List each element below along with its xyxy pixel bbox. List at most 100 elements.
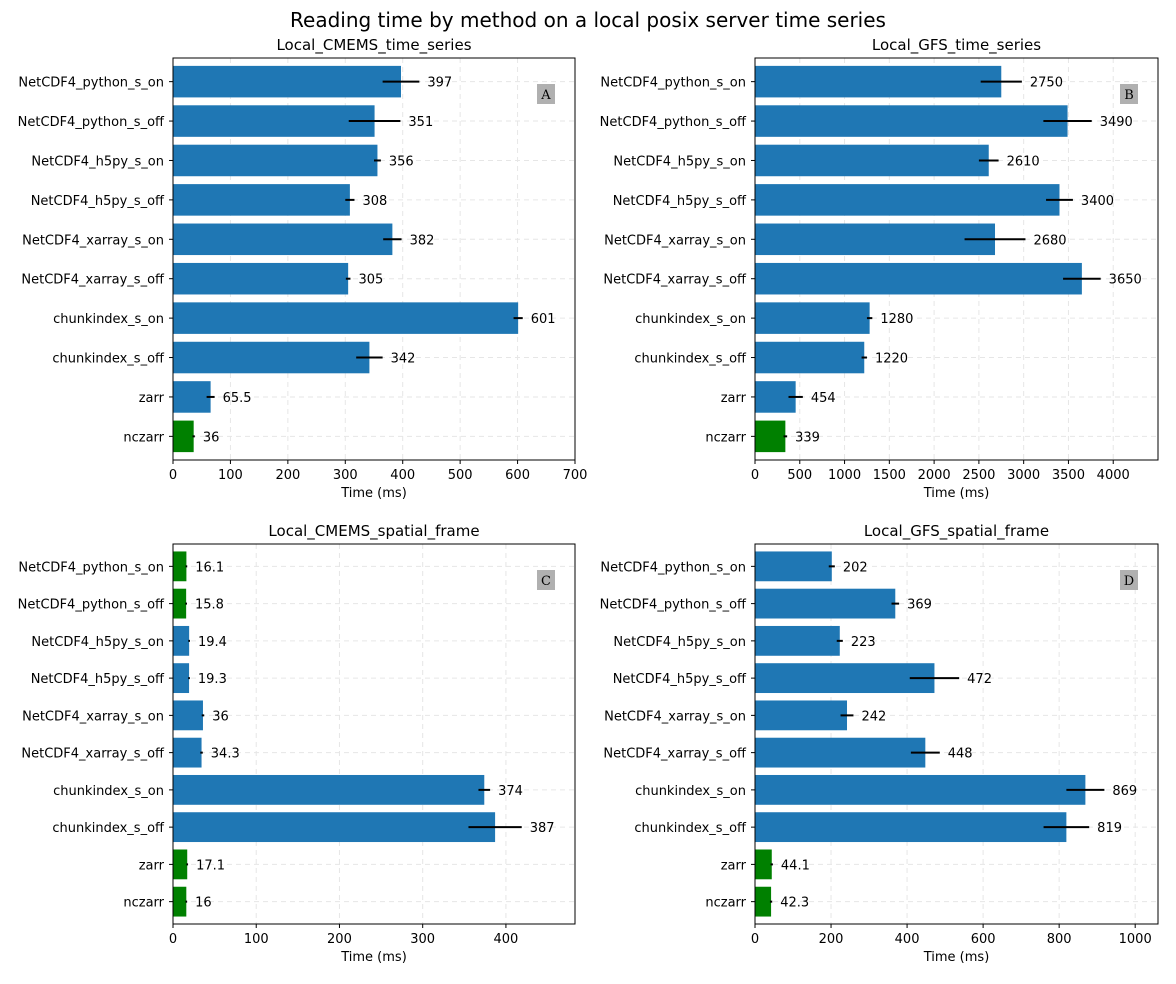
category-label-NetCDF4_python_s_on: NetCDF4_python_s_on — [600, 76, 746, 91]
bar-NetCDF4_xarray_s_on — [173, 223, 393, 256]
bar-NetCDF4_python_s_on — [173, 551, 187, 582]
x-tick-label: 2000 — [918, 468, 951, 483]
x-axis-label: Time (ms) — [923, 486, 990, 501]
category-label-nczarr: nczarr — [705, 896, 746, 911]
x-tick-label: 600 — [971, 932, 996, 947]
value-label-NetCDF4_xarray_s_off: 3650 — [1109, 273, 1142, 288]
bar-NetCDF4_xarray_s_off — [755, 262, 1082, 295]
bar-zarr — [755, 849, 772, 880]
bar-zarr — [173, 849, 188, 880]
bar-NetCDF4_python_s_off — [755, 105, 1068, 137]
category-label-NetCDF4_xarray_s_off: NetCDF4_xarray_s_off — [21, 273, 165, 288]
category-label-NetCDF4_h5py_s_on: NetCDF4_h5py_s_on — [613, 154, 746, 169]
category-label-chunkindex_s_on: chunkindex_s_on — [635, 312, 746, 327]
x-tick-label: 200 — [819, 932, 844, 947]
bar-NetCDF4_python_s_on — [173, 65, 401, 98]
value-label-zarr: 454 — [811, 391, 836, 406]
bar-NetCDF4_python_s_on — [755, 551, 832, 582]
value-label-nczarr: 16 — [195, 896, 212, 911]
value-label-NetCDF4_h5py_s_on: 19.4 — [198, 635, 227, 650]
bar-chunkindex_s_on — [755, 302, 870, 334]
value-label-nczarr: 339 — [795, 430, 820, 445]
value-label-NetCDF4_python_s_off: 369 — [907, 598, 932, 613]
bar-NetCDF4_xarray_s_on — [755, 700, 848, 731]
category-label-NetCDF4_h5py_s_off: NetCDF4_h5py_s_off — [613, 194, 747, 209]
x-tick-label: 800 — [1047, 932, 1072, 947]
value-label-NetCDF4_h5py_s_on: 356 — [389, 154, 414, 169]
chart-panel-B: 2750 NetCDF4_python_s_on 3490 NetCDF4_pytho… — [600, 36, 1159, 501]
axes-frame — [172, 57, 576, 461]
bar-chunkindex_s_off — [173, 341, 370, 374]
bar-NetCDF4_h5py_s_off — [173, 184, 350, 216]
category-label-chunkindex_s_off: chunkindex_s_off — [52, 352, 165, 367]
category-label-NetCDF4_python_s_off: NetCDF4_python_s_off — [600, 598, 747, 613]
x-tick-label: 400 — [494, 932, 519, 947]
value-label-NetCDF4_python_s_on: 2750 — [1030, 76, 1063, 91]
category-label-NetCDF4_h5py_s_off: NetCDF4_h5py_s_off — [31, 194, 165, 209]
category-label-chunkindex_s_on: chunkindex_s_on — [53, 312, 164, 327]
x-tick-label: 700 — [563, 468, 588, 483]
x-tick-label: 0 — [751, 932, 759, 947]
bar-nczarr — [755, 886, 772, 917]
x-tick-label: 4000 — [1097, 468, 1130, 483]
category-label-NetCDF4_xarray_s_off: NetCDF4_xarray_s_off — [21, 747, 165, 762]
bar-NetCDF4_h5py_s_off — [755, 663, 935, 694]
x-tick-label: 300 — [410, 932, 435, 947]
x-tick-label: 200 — [275, 468, 300, 483]
value-label-zarr: 65.5 — [223, 391, 252, 406]
bar-NetCDF4_python_s_off — [173, 105, 375, 137]
bar-NetCDF4_xarray_s_off — [173, 737, 202, 768]
x-tick-label: 200 — [327, 932, 352, 947]
category-label-NetCDF4_python_s_off: NetCDF4_python_s_off — [600, 115, 747, 130]
category-label-NetCDF4_h5py_s_off: NetCDF4_h5py_s_off — [31, 672, 165, 687]
value-label-NetCDF4_h5py_s_off: 472 — [967, 672, 992, 687]
panel-badge-letter: B — [1124, 88, 1134, 103]
value-label-NetCDF4_xarray_s_on: 242 — [861, 709, 886, 724]
x-tick-label: 1000 — [1119, 932, 1152, 947]
x-axis-label: Time (ms) — [340, 950, 407, 965]
value-label-NetCDF4_python_s_on: 16.1 — [195, 560, 224, 575]
chart-title: Local_GFS_time_series — [872, 36, 1041, 55]
figure-title: Reading time by method on a local posix … — [290, 8, 886, 32]
x-tick-label: 2500 — [962, 468, 995, 483]
category-label-nczarr: nczarr — [123, 896, 164, 911]
category-label-chunkindex_s_off: chunkindex_s_off — [634, 821, 747, 836]
bar-NetCDF4_python_s_off — [755, 588, 896, 619]
bar-chunkindex_s_on — [173, 774, 485, 805]
value-label-NetCDF4_python_s_off: 3490 — [1100, 115, 1133, 130]
x-tick-label: 100 — [244, 932, 269, 947]
category-label-NetCDF4_xarray_s_on: NetCDF4_xarray_s_on — [22, 709, 164, 724]
value-label-NetCDF4_xarray_s_off: 34.3 — [211, 747, 240, 762]
chart-title: Local_CMEMS_time_series — [276, 36, 471, 55]
category-label-NetCDF4_python_s_on: NetCDF4_python_s_on — [600, 560, 746, 575]
x-tick-label: 400 — [895, 932, 920, 947]
category-label-chunkindex_s_off: chunkindex_s_off — [634, 352, 747, 367]
category-label-NetCDF4_python_s_off: NetCDF4_python_s_off — [18, 115, 165, 130]
panel-badge-box — [537, 84, 555, 104]
bar-NetCDF4_xarray_s_on — [755, 223, 996, 256]
value-label-NetCDF4_xarray_s_on: 2680 — [1033, 233, 1066, 248]
category-label-NetCDF4_h5py_s_on: NetCDF4_h5py_s_on — [31, 154, 164, 169]
value-label-NetCDF4_xarray_s_off: 448 — [948, 747, 973, 762]
x-tick-label: 500 — [787, 468, 812, 483]
category-label-chunkindex_s_on: chunkindex_s_on — [635, 784, 746, 799]
value-label-NetCDF4_h5py_s_off: 3400 — [1081, 194, 1114, 209]
category-label-NetCDF4_xarray_s_off: NetCDF4_xarray_s_off — [603, 273, 747, 288]
category-label-NetCDF4_h5py_s_off: NetCDF4_h5py_s_off — [613, 672, 747, 687]
value-label-nczarr: 42.3 — [780, 896, 809, 911]
bar-NetCDF4_xarray_s_off — [755, 737, 926, 768]
value-label-zarr: 17.1 — [196, 858, 225, 873]
bar-NetCDF4_python_s_off — [173, 588, 187, 619]
x-axis-label: Time (ms) — [340, 486, 407, 501]
bar-chunkindex_s_off — [755, 341, 865, 374]
bar-chunkindex_s_on — [755, 774, 1086, 805]
chart-title: Local_GFS_spatial_frame — [864, 522, 1049, 541]
axes-frame — [172, 543, 576, 925]
value-label-chunkindex_s_on: 601 — [531, 312, 556, 327]
category-label-nczarr: nczarr — [705, 430, 746, 445]
bar-nczarr — [755, 420, 786, 453]
panel-badge-box — [1120, 570, 1138, 590]
value-label-NetCDF4_xarray_s_off: 305 — [358, 273, 383, 288]
x-tick-label: 1000 — [828, 468, 861, 483]
x-tick-label: 300 — [333, 468, 358, 483]
